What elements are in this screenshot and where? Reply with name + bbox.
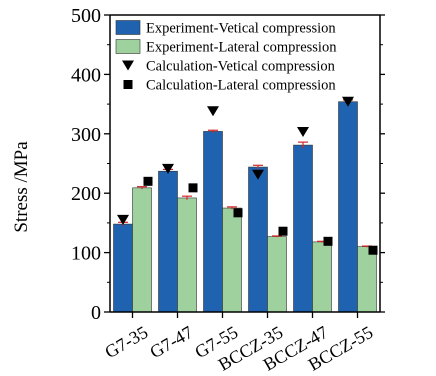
marker-calc-lateral-0 (143, 176, 153, 186)
y-tick-label-3: 300 (71, 124, 101, 146)
legend-swatch-1 (115, 39, 141, 54)
y-tick-label-1: 100 (71, 243, 101, 265)
marker-calc-lateral-5 (368, 245, 378, 255)
marker-calc-lateral-3 (278, 226, 288, 236)
marker-calc-vertical-5 (342, 96, 354, 107)
bar-lateral-2 (222, 207, 242, 313)
plot-area (113, 96, 378, 313)
y-tick-label-4: 400 (71, 64, 101, 86)
y-axis-title: Stress /MPa (11, 141, 32, 233)
marker-calc-lateral-2 (233, 208, 243, 218)
marker-calc-vertical-3 (252, 169, 264, 180)
x-tick-label-0: G7-35 (101, 322, 151, 362)
x-tick-label-1: G7-47 (146, 322, 196, 362)
legend-swatch-2 (122, 60, 134, 71)
bar-vertical-5 (338, 101, 358, 313)
bar-vertical-0 (113, 223, 133, 313)
marker-calc-lateral-1 (188, 183, 198, 193)
bar-lateral-3 (267, 236, 287, 313)
bar-lateral-0 (132, 187, 152, 313)
bar-vertical-2 (203, 131, 223, 313)
marker-calc-vertical-0 (117, 214, 129, 225)
legend-label-2: Calculation-Vetical compression (146, 59, 336, 75)
legend-swatch-0 (115, 20, 141, 35)
marker-calc-vertical-4 (297, 127, 309, 138)
y-tick-label-0: 0 (91, 302, 101, 324)
bar-vertical-3 (248, 166, 268, 313)
legend-swatch-3 (123, 80, 133, 89)
y-tick-label-2: 200 (71, 183, 101, 205)
bar-vertical-1 (158, 170, 178, 313)
legend-label-1: Experiment-Lateral compression (146, 40, 337, 56)
y-tick-label-5: 500 (71, 5, 101, 27)
legend: Experiment-Vetical compression Experiment… (115, 20, 337, 94)
bar-lateral-4 (312, 241, 332, 313)
bar-lateral-1 (177, 197, 197, 313)
bar-lateral-5 (357, 246, 377, 313)
bar-vertical-4 (293, 144, 313, 313)
marker-calc-lateral-4 (323, 236, 333, 246)
marker-calc-vertical-2 (207, 106, 219, 117)
marker-calc-vertical-1 (162, 163, 174, 174)
legend-label-0: Experiment-Vetical compression (146, 21, 336, 37)
axes: 0100200300400500G7-35G7-47G7-55BCCZ-35BC… (71, 5, 385, 375)
legend-label-3: Calculation-Lateral compression (146, 78, 336, 94)
